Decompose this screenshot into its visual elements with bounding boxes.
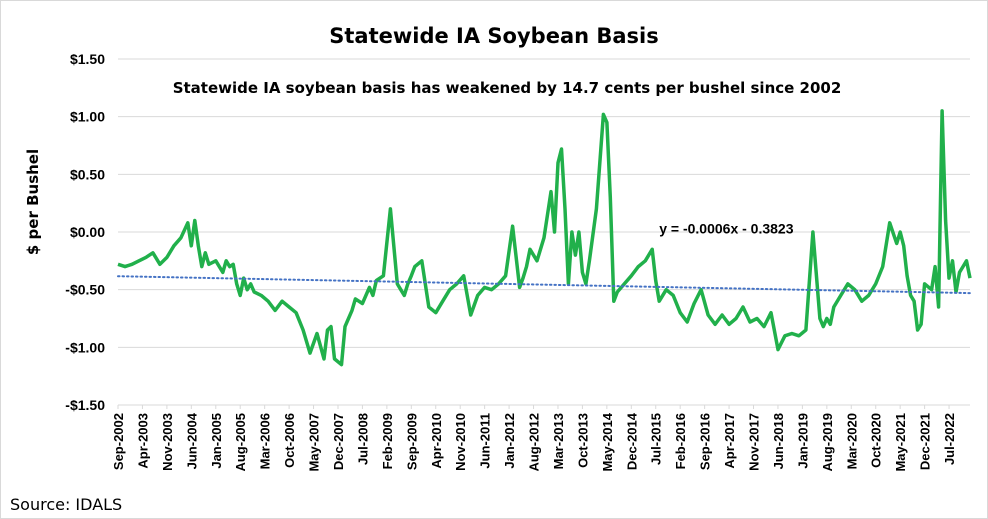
x-tick-label: Oct-2006: [282, 413, 297, 468]
basis-series-line: [117, 109, 972, 367]
x-tick-label: Dec-2014: [624, 412, 639, 470]
x-tick-label: Feb-2016: [673, 413, 688, 469]
x-tick-label: Oct-2013: [575, 413, 590, 468]
x-tick-label: May-2021: [893, 413, 908, 472]
x-tick-label: Sep-2016: [698, 413, 713, 470]
x-tick-label: Sep-2009: [404, 413, 419, 470]
x-tick-label: Aug-2005: [233, 413, 248, 472]
x-tick-label: Mar-2006: [258, 413, 273, 469]
x-tick-label: Jul-2022: [942, 413, 957, 465]
annotations: y = -0.0006x - 0.3823: [659, 221, 793, 237]
x-tick-label: Mar-2013: [551, 413, 566, 469]
chart-title: Statewide IA Soybean Basis: [329, 24, 659, 48]
x-tick-label: Apr-2017: [722, 413, 737, 469]
source-note: Source: IDALS: [10, 495, 122, 514]
x-tick-label: Jul-2015: [649, 413, 664, 465]
x-tick-label: Jun-2011: [478, 413, 493, 469]
x-tick-label: Dec-2007: [331, 413, 346, 470]
x-tick-label: Nov-2017: [747, 413, 762, 471]
x-tick-labels: Sep-2002 Apr-2003 Nov-2003 Jun-2004 Jan-2005…: [111, 412, 957, 471]
trendline-equation: y = -0.0006x - 0.3823: [659, 221, 793, 237]
trendline: [117, 275, 971, 295]
x-tick-label: Jan-2019: [795, 413, 810, 469]
chart-subtitle: Statewide IA soybean basis has weakened …: [173, 79, 842, 97]
y-tick-label: -$1.00: [65, 339, 105, 355]
x-tick-label: Jan-2005: [209, 413, 224, 469]
y-tick-label: -$0.50: [65, 282, 105, 298]
x-tick-label: Nov-2003: [160, 413, 175, 471]
x-tick-label: Jul-2008: [355, 413, 370, 465]
x-tick-label: Aug-2012: [527, 413, 542, 472]
x-tick-label: May-2007: [307, 413, 322, 472]
x-tick-label: Oct-2020: [869, 413, 884, 468]
y-tick-label: $1.00: [70, 109, 105, 125]
y-tick-labels: $1.50 $1.00 $0.50 $0.00 -$0.50 -$1.00 -$1.50: [65, 51, 105, 413]
y-axis-label: $ per Bushel: [24, 149, 42, 255]
y-tick-label: -$1.50: [65, 397, 105, 413]
y-tick-label: $1.50: [70, 51, 105, 67]
x-tick-label: Dec-2021: [918, 413, 933, 470]
series-lines: [117, 109, 972, 367]
gridlines: [117, 58, 970, 409]
x-tick-label: Aug-2019: [820, 413, 835, 472]
x-tick-label: May-2014: [600, 412, 615, 471]
x-tick-label: Mar-2020: [844, 413, 859, 469]
x-tick-label: Nov-2010: [453, 413, 468, 471]
x-tick-label: Jan-2012: [502, 413, 517, 469]
x-tick-label: Apr-2010: [429, 413, 444, 469]
x-tick-label: Sep-2002: [111, 413, 126, 470]
x-tick-label: Jun-2018: [771, 413, 786, 469]
x-tick-label: Apr-2003: [135, 413, 150, 469]
y-tick-label: $0.00: [70, 224, 105, 240]
x-tick-label: Feb-2009: [380, 413, 395, 469]
x-tick-label: Jun-2004: [184, 412, 199, 469]
y-tick-label: $0.50: [70, 166, 105, 182]
